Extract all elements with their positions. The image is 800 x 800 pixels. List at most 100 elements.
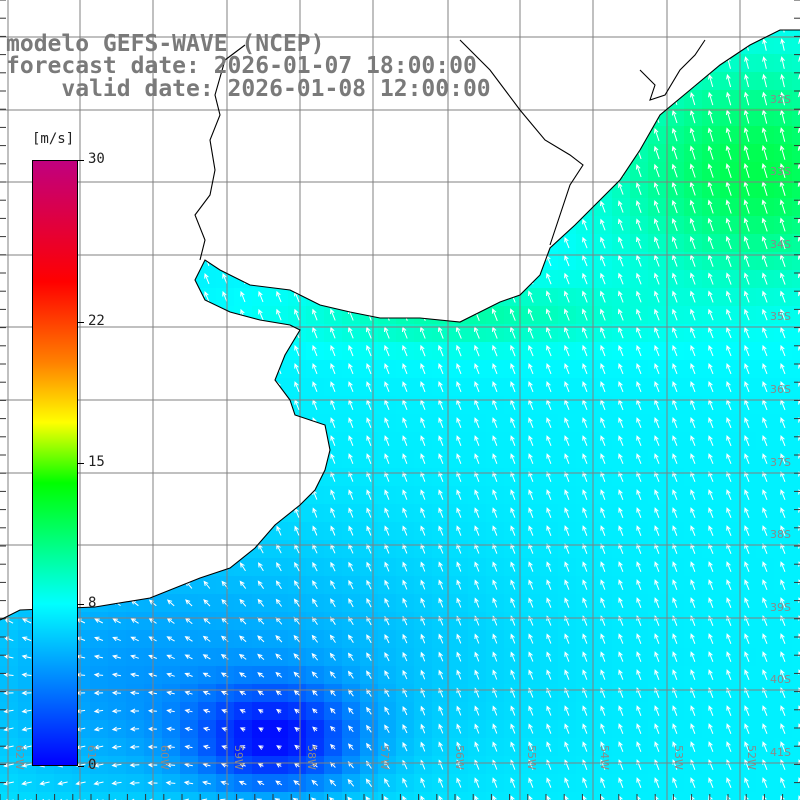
- wind-arrow: [546, 777, 552, 788]
- wind-arrow: [384, 597, 390, 608]
- wind-arrow: [582, 543, 588, 554]
- wind-arrow: [456, 525, 462, 536]
- wind-arrow: [744, 272, 750, 285]
- wind-arrow: [762, 453, 768, 464]
- wind-arrow: [636, 344, 642, 357]
- speed-cell: [792, 180, 800, 199]
- wind-arrow: [528, 651, 534, 662]
- wind-arrow: [438, 723, 444, 734]
- wind-arrow: [276, 308, 282, 321]
- wind-arrow: [184, 708, 193, 714]
- wind-arrow: [276, 290, 282, 303]
- wind-arrow: [294, 525, 300, 536]
- colorbar-tick-mark: [78, 766, 84, 767]
- wind-arrow: [762, 579, 768, 590]
- wind-arrow: [636, 236, 642, 249]
- latitude-label: 34S: [770, 238, 791, 251]
- wind-arrow: [618, 579, 624, 590]
- wind-arrow: [708, 417, 714, 429]
- wind-arrow: [636, 290, 642, 303]
- speed-cell: [792, 126, 800, 145]
- wind-arrow: [780, 453, 786, 464]
- wind-arrow: [491, 308, 498, 321]
- colorbar-tick-label: 22: [88, 312, 105, 329]
- wind-arrow: [582, 308, 588, 321]
- wind-arrow: [654, 417, 660, 429]
- wind-arrow: [312, 726, 318, 732]
- latitude-labels: 32S 33S 34S 35S 36S 37S 38S 39S 40S 41S: [770, 93, 791, 759]
- wind-arrow: [21, 618, 32, 624]
- wind-arrow: [183, 798, 194, 800]
- wind-arrow: [672, 525, 678, 536]
- wind-arrow: [510, 633, 516, 644]
- wind-arrow: [779, 199, 786, 214]
- wind-arrow: [528, 435, 534, 446]
- wind-arrow: [671, 109, 678, 124]
- wind-arrow: [239, 635, 247, 643]
- wind-arrow: [420, 741, 426, 752]
- wind-arrow: [654, 363, 660, 375]
- wind-arrow: [780, 38, 785, 51]
- wind-arrow: [636, 417, 642, 428]
- wind-arrow: [93, 654, 104, 660]
- wind-arrow: [726, 543, 732, 554]
- wind-arrow: [202, 654, 211, 660]
- wind-arrow: [564, 489, 570, 500]
- wind-arrow: [311, 598, 318, 608]
- speed-cell: [702, 792, 721, 800]
- wind-arrow: [726, 597, 732, 608]
- wind-arrow: [420, 435, 426, 446]
- wind-arrow: [672, 344, 678, 357]
- wind-arrow: [528, 741, 534, 752]
- wind-arrow: [744, 381, 750, 393]
- wind-arrow: [672, 507, 678, 518]
- wind-arrow: [708, 525, 714, 536]
- speed-cell: [792, 270, 800, 289]
- wind-arrow: [474, 507, 480, 518]
- wind-arrow: [671, 181, 678, 196]
- wind-arrow: [618, 597, 624, 608]
- wind-arrow: [582, 579, 588, 590]
- wind-arrow: [726, 579, 732, 590]
- wind-arrow: [294, 308, 300, 321]
- wind-arrow: [129, 672, 140, 678]
- wind-arrow: [294, 561, 300, 572]
- wind-arrow: [474, 381, 480, 393]
- wind-arrow: [239, 690, 247, 696]
- wind-arrow: [420, 471, 426, 482]
- wind-arrow: [312, 507, 318, 518]
- wind-arrow: [474, 363, 480, 375]
- wind-arrow: [689, 127, 696, 142]
- wind-arrow: [708, 633, 714, 644]
- speed-cell: [792, 468, 800, 487]
- wind-arrow: [347, 670, 354, 679]
- wind-arrow: [202, 672, 211, 678]
- wind-arrow: [600, 290, 606, 303]
- wind-arrow: [347, 743, 354, 751]
- wind-arrow: [528, 669, 534, 680]
- wind-arrow: [707, 145, 714, 160]
- wind-arrow: [546, 705, 552, 716]
- speed-cell: [792, 648, 800, 667]
- wind-arrow: [239, 562, 246, 572]
- wind-arrow: [420, 597, 426, 608]
- wind-arrow: [636, 705, 642, 716]
- wind-arrow: [672, 308, 678, 321]
- wind-arrow: [564, 525, 570, 536]
- speed-cell: [792, 558, 800, 577]
- wind-arrow: [564, 471, 570, 482]
- wind-arrow: [528, 633, 534, 644]
- wind-arrow: [384, 453, 390, 464]
- wind-arrow: [708, 777, 714, 788]
- wind-arrow: [708, 705, 714, 716]
- wind-arrow: [366, 435, 372, 446]
- speed-cell: [792, 594, 800, 613]
- wind-arrow: [654, 633, 660, 644]
- wind-arrow: [492, 795, 498, 800]
- speed-cell: [792, 216, 800, 235]
- wind-arrow: [762, 489, 768, 500]
- wind-arrow: [166, 726, 175, 732]
- wind-arrow: [456, 741, 462, 752]
- wind-arrow: [545, 308, 552, 321]
